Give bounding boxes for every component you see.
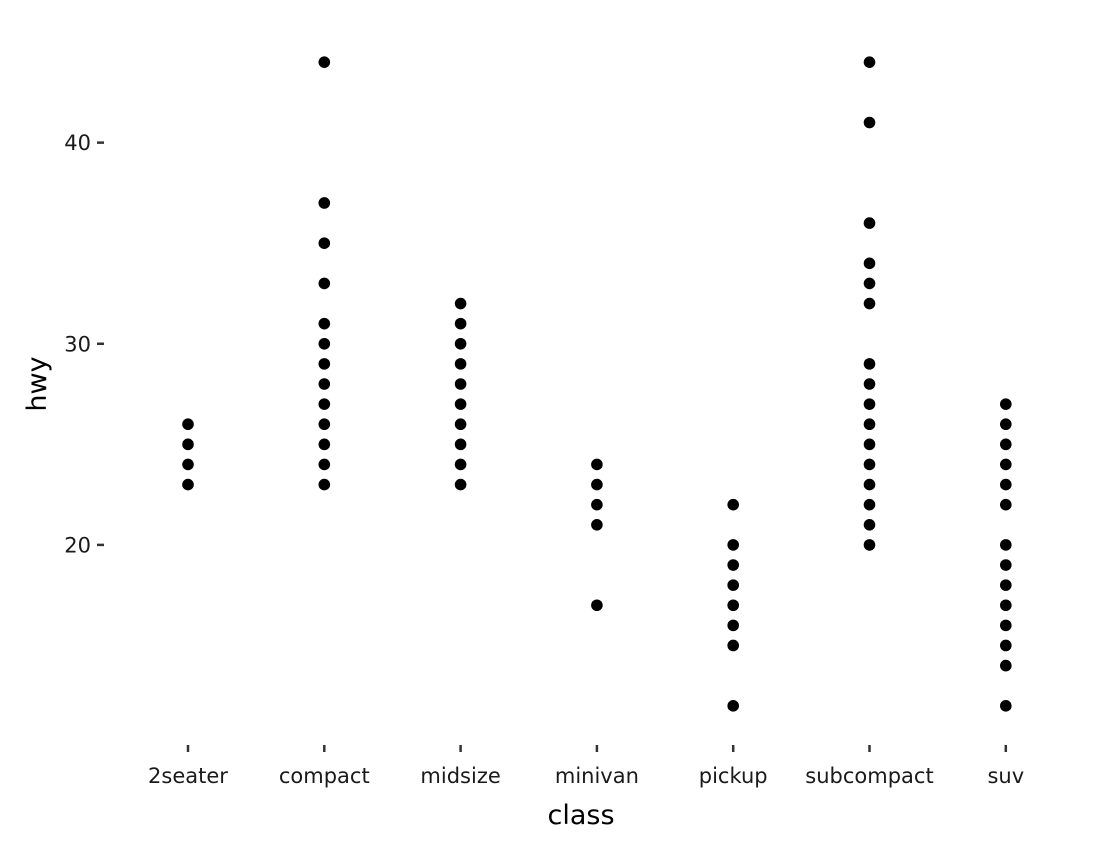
data-point bbox=[1000, 498, 1012, 511]
data-point bbox=[454, 297, 467, 310]
data-point bbox=[318, 458, 331, 471]
data-point bbox=[454, 337, 467, 350]
data-point bbox=[454, 478, 467, 491]
data-point bbox=[318, 277, 331, 290]
data-point bbox=[1000, 478, 1012, 491]
data-point bbox=[318, 197, 331, 209]
data-point bbox=[727, 498, 739, 511]
data-point bbox=[454, 358, 467, 370]
data-point bbox=[863, 458, 876, 471]
data-point bbox=[318, 56, 331, 68]
data-point bbox=[318, 237, 331, 250]
data-point bbox=[727, 599, 739, 612]
data-point bbox=[318, 337, 331, 350]
data-point bbox=[454, 418, 467, 431]
data-point bbox=[454, 398, 467, 410]
data-point bbox=[318, 438, 331, 451]
data-point bbox=[1000, 579, 1012, 591]
data-point bbox=[863, 297, 876, 310]
data-point bbox=[863, 277, 876, 290]
x-tick-label: 2seater bbox=[148, 764, 228, 788]
data-point bbox=[318, 418, 331, 431]
data-point bbox=[591, 478, 603, 491]
x-tick-label: compact bbox=[279, 764, 370, 788]
data-point bbox=[727, 639, 739, 652]
data-point bbox=[1000, 458, 1012, 471]
data-point bbox=[863, 438, 876, 451]
data-point bbox=[863, 378, 876, 390]
data-point bbox=[318, 378, 331, 390]
data-point bbox=[318, 398, 331, 410]
data-point bbox=[863, 217, 876, 229]
data-point bbox=[863, 116, 876, 129]
data-point bbox=[863, 398, 876, 410]
data-point bbox=[727, 619, 739, 632]
data-point bbox=[318, 478, 331, 491]
data-point bbox=[1000, 659, 1012, 672]
x-tick-label: pickup bbox=[699, 764, 768, 788]
data-point bbox=[591, 458, 603, 471]
y-tick-label: 30 bbox=[64, 332, 91, 356]
data-point bbox=[1000, 619, 1012, 632]
data-point bbox=[1000, 398, 1012, 410]
data-point bbox=[863, 478, 876, 491]
data-point bbox=[454, 458, 467, 471]
data-point bbox=[454, 317, 467, 330]
data-point bbox=[182, 418, 194, 431]
data-point bbox=[454, 378, 467, 390]
data-point bbox=[591, 518, 603, 531]
data-point bbox=[863, 56, 876, 68]
data-point bbox=[591, 498, 603, 511]
data-point bbox=[318, 317, 331, 330]
data-point bbox=[863, 498, 876, 511]
data-point bbox=[318, 358, 331, 370]
data-point bbox=[182, 478, 194, 491]
data-point bbox=[863, 257, 876, 270]
data-point bbox=[1000, 700, 1012, 712]
data-point bbox=[727, 579, 739, 591]
data-point bbox=[1000, 438, 1012, 451]
data-point bbox=[727, 700, 739, 712]
data-point bbox=[1000, 539, 1012, 551]
x-tick-label: minivan bbox=[555, 764, 639, 788]
data-point bbox=[1000, 559, 1012, 571]
data-point bbox=[863, 539, 876, 551]
data-point bbox=[727, 559, 739, 571]
data-point bbox=[182, 438, 194, 451]
x-tick-label: midsize bbox=[420, 764, 500, 788]
data-point bbox=[863, 418, 876, 431]
data-point bbox=[454, 438, 467, 451]
data-point bbox=[727, 539, 739, 551]
y-axis: 20 30 40 bbox=[64, 131, 104, 557]
data-point bbox=[1000, 599, 1012, 612]
x-axis-title: class bbox=[547, 800, 614, 831]
y-tick-label: 40 bbox=[64, 131, 91, 155]
data-point bbox=[863, 358, 876, 370]
x-tick-label: subcompact bbox=[805, 764, 933, 788]
x-tick-label: suv bbox=[987, 764, 1024, 788]
data-point bbox=[182, 458, 194, 471]
data-points bbox=[182, 56, 1012, 712]
y-axis-title: hwy bbox=[22, 356, 53, 411]
x-axis: 2seater compact midsize minivan pickup subcom… bbox=[148, 745, 1024, 788]
data-point bbox=[863, 518, 876, 531]
y-tick-label: 20 bbox=[64, 533, 91, 557]
data-point bbox=[1000, 418, 1012, 431]
data-point bbox=[591, 599, 603, 612]
data-point bbox=[1000, 639, 1012, 652]
